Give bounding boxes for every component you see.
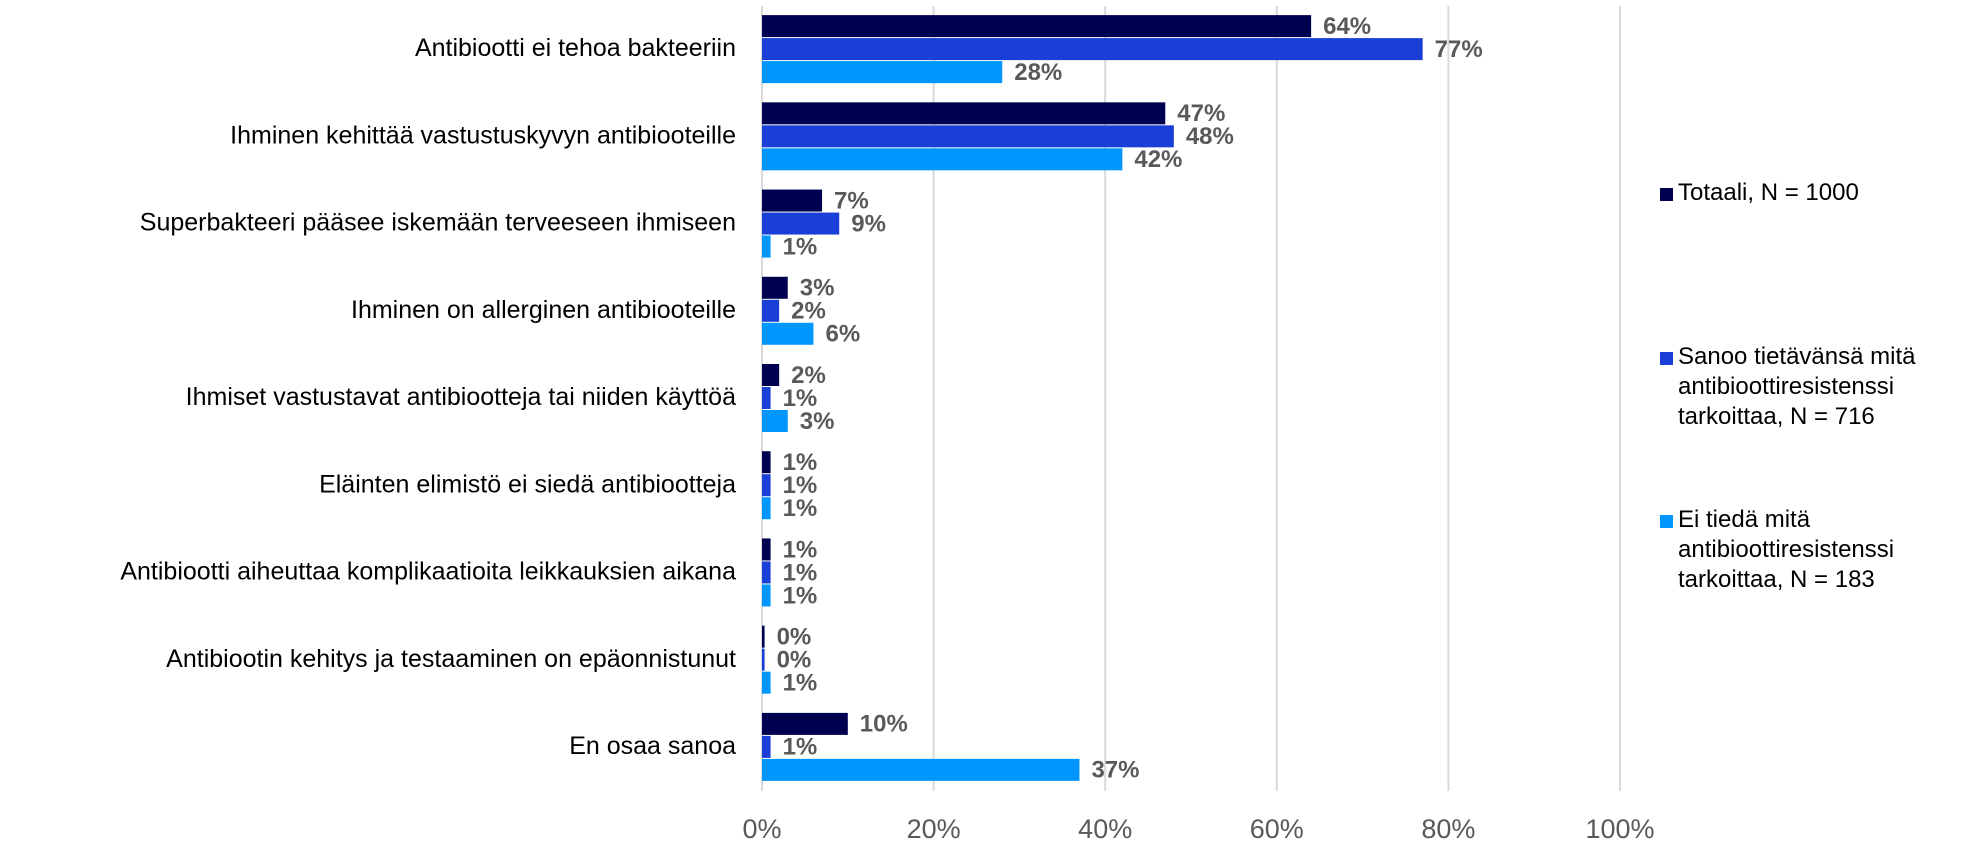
legend-marker: [1660, 352, 1673, 365]
x-tick-label: 0%: [742, 814, 781, 844]
bar: [762, 451, 771, 474]
category-label: Antibiootin kehitys ja testaaminen on ep…: [166, 645, 736, 673]
legend-label: Ei tiedä mitä antibioottiresistenssi tar…: [1678, 506, 1895, 593]
bar: [762, 299, 780, 322]
bar: [762, 584, 771, 607]
data-label: 2%: [791, 298, 826, 325]
data-label: 1%: [783, 385, 818, 412]
data-label: 37%: [1091, 757, 1139, 784]
x-tick-label: 60%: [1250, 814, 1304, 844]
data-label: 1%: [783, 233, 818, 260]
x-tick-label: 80%: [1421, 814, 1475, 844]
data-label: 0%: [777, 624, 812, 651]
bar: [762, 497, 771, 520]
category-label: En osaa sanoa: [569, 732, 736, 760]
data-label: 1%: [783, 449, 818, 476]
category-label: Ihmiset vastustavat antibiootteja tai ni…: [186, 383, 736, 411]
data-label: 6%: [825, 321, 860, 348]
data-label: 1%: [783, 582, 818, 609]
bar: [762, 758, 1080, 781]
x-tick-label: 100%: [1585, 814, 1654, 844]
bar: [762, 410, 788, 432]
bar: [762, 276, 788, 299]
category-label: Antibiootti ei tehoa bakteeriin: [415, 34, 736, 62]
bar: [762, 102, 1166, 125]
bar: [762, 712, 848, 735]
data-label: 3%: [800, 275, 835, 302]
bar: [762, 235, 771, 258]
bar: [762, 561, 771, 584]
data-label: 1%: [783, 536, 818, 563]
data-label: 3%: [800, 408, 835, 435]
data-label: 1%: [783, 472, 818, 499]
data-label: 9%: [851, 210, 886, 237]
bar: [762, 189, 823, 212]
x-tick-label: 20%: [907, 814, 961, 844]
data-label: 1%: [783, 495, 818, 522]
legend-label: Totaali, N = 1000: [1678, 179, 1859, 206]
bar: [762, 148, 1123, 171]
data-label: 7%: [834, 187, 869, 214]
data-label: 48%: [1186, 123, 1234, 150]
legend-marker: [1660, 188, 1673, 201]
bar: [762, 61, 1003, 84]
category-label: Eläinten elimistö ei siedä antibiootteja: [319, 470, 736, 498]
bar: [762, 125, 1174, 148]
data-label: 1%: [783, 734, 818, 761]
bar: [762, 212, 840, 235]
legend-label: Sanoo tietävänsä mitä antibioottiresiste…: [1678, 343, 1916, 430]
category-label: Ihminen on allerginen antibiooteille: [351, 296, 736, 324]
data-label: 77%: [1435, 36, 1483, 63]
bar: [762, 15, 1312, 38]
data-label: 10%: [860, 711, 908, 738]
data-label: 0%: [777, 647, 812, 674]
x-tick-label: 40%: [1078, 814, 1132, 844]
bar: [762, 322, 814, 345]
bar: [762, 671, 771, 694]
bar: [762, 538, 771, 561]
data-label: 28%: [1014, 59, 1062, 86]
legend-entry: Ei tiedä mitä antibioottiresistenssi tar…: [1678, 506, 1895, 593]
bar: [762, 38, 1423, 61]
data-label: 2%: [791, 362, 826, 389]
category-label: Antibiootti aiheuttaa komplikaatioita le…: [120, 558, 736, 586]
legend-entry: Totaali, N = 1000: [1678, 179, 1859, 206]
legend-marker: [1660, 515, 1673, 528]
data-label: 1%: [783, 670, 818, 697]
bar: [762, 648, 765, 671]
bar: [762, 387, 771, 409]
bar: [762, 364, 780, 386]
data-label: 64%: [1323, 13, 1371, 40]
bar: [762, 474, 771, 497]
legend-entry: Sanoo tietävänsä mitä antibioottiresiste…: [1678, 343, 1916, 430]
data-label: 1%: [783, 559, 818, 586]
category-label: Ihminen kehittää vastustuskyvyn antibioo…: [230, 121, 736, 149]
category-label: Superbakteeri pääsee iskemään terveeseen…: [140, 209, 736, 237]
bar: [762, 625, 765, 648]
data-label: 47%: [1177, 100, 1225, 127]
bar: [762, 735, 771, 758]
data-label: 42%: [1134, 146, 1182, 173]
